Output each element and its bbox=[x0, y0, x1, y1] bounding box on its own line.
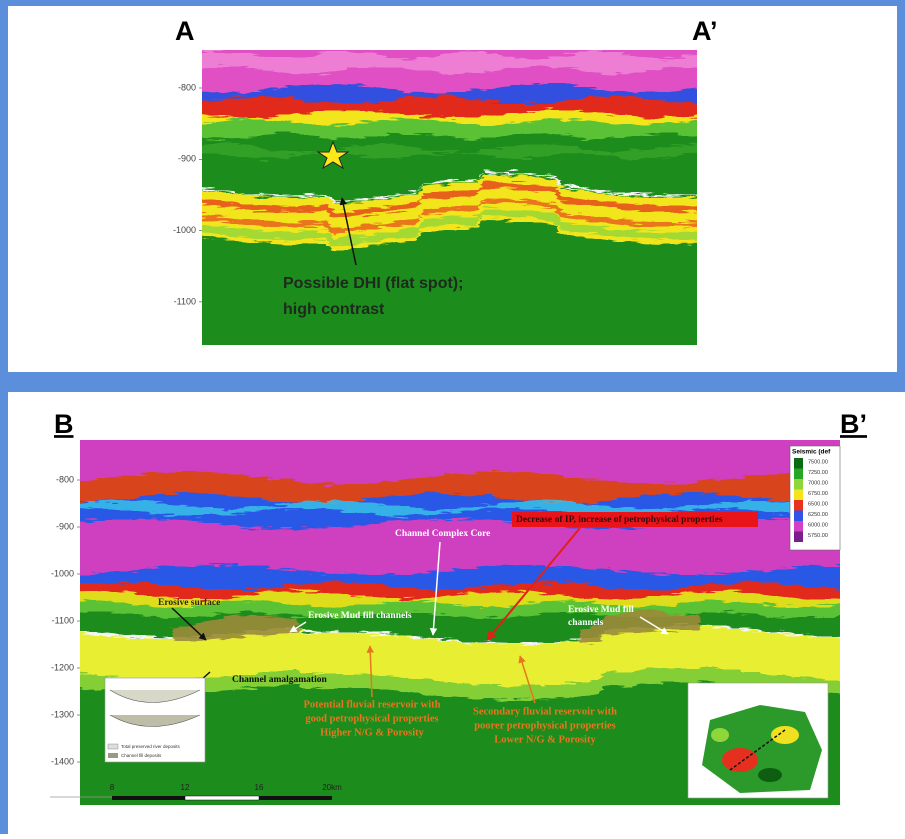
label-b-prime: B’ bbox=[840, 409, 867, 439]
scale-bar: 8 12 16 20km bbox=[50, 783, 342, 801]
depth-label: -800 bbox=[178, 82, 196, 92]
depth-label: -1300 bbox=[51, 709, 74, 719]
annotation: Potential fluvial reservoir with bbox=[304, 699, 441, 710]
arrow bbox=[171, 607, 207, 641]
scale-label: 12 bbox=[181, 783, 190, 792]
seismic-layer bbox=[202, 171, 697, 204]
label-a-prime: A’ bbox=[692, 16, 718, 46]
legend-swatch bbox=[794, 479, 803, 490]
inset-legend: Channel fill deposits bbox=[121, 753, 162, 758]
depth-label: -1400 bbox=[51, 756, 74, 766]
seismic-layer bbox=[80, 582, 840, 600]
legend-swatch bbox=[794, 521, 803, 532]
depth-label: -900 bbox=[56, 521, 74, 531]
annotation: channels bbox=[568, 618, 604, 628]
legend-value: 6500.00 bbox=[808, 501, 828, 507]
scale-label: 20km bbox=[322, 783, 342, 792]
color-legend: Seismic (def 7500.00 7250.00 7000.00 6750.0… bbox=[789, 445, 841, 551]
seismic-layer bbox=[202, 96, 697, 120]
seismic-layer bbox=[202, 182, 697, 219]
label-a: A bbox=[175, 16, 195, 46]
scale-label: 8 bbox=[110, 783, 115, 792]
legend-value: 7500.00 bbox=[808, 459, 828, 465]
seismic-layer bbox=[80, 440, 840, 486]
star bbox=[316, 140, 350, 170]
depth-label: -1100 bbox=[52, 615, 74, 625]
arrow bbox=[486, 527, 581, 641]
scale-label: 16 bbox=[255, 783, 264, 792]
label-b: B bbox=[54, 409, 74, 439]
legend-swatch bbox=[794, 510, 803, 521]
seismic-layer bbox=[80, 591, 840, 608]
annotation: Possible DHI (flat spot); bbox=[283, 275, 463, 292]
seismic-layer bbox=[202, 144, 697, 159]
arrow bbox=[339, 197, 357, 266]
annotation: Erosive Mud fill channels bbox=[308, 611, 412, 621]
annotation: high contrast bbox=[283, 301, 385, 318]
annotation: Decrease of IP, increase of petrophysica… bbox=[516, 515, 723, 525]
callout-box bbox=[512, 512, 758, 527]
arrow bbox=[289, 621, 307, 633]
legend-swatch bbox=[794, 531, 803, 542]
annotation: good petrophysical properties bbox=[305, 713, 438, 724]
arrow bbox=[366, 645, 375, 698]
annotation: Erosive Mud fill bbox=[568, 605, 634, 615]
depth-label: -1100 bbox=[174, 296, 196, 306]
legend-value: 6250.00 bbox=[808, 512, 828, 518]
depth-label: -1000 bbox=[173, 225, 196, 235]
annotation: Secondary fluvial reservoir with bbox=[473, 706, 617, 717]
annotation: Higher N/G & Porosity bbox=[320, 727, 424, 738]
legend-swatch bbox=[794, 468, 803, 479]
annotation: Channel amalgamation bbox=[232, 675, 327, 685]
seismic-section-a bbox=[202, 50, 697, 345]
inset-map bbox=[687, 682, 829, 799]
depth-label: -1200 bbox=[51, 662, 74, 672]
arrow bbox=[639, 616, 669, 635]
depth-label: -900 bbox=[178, 154, 196, 164]
seismic-layer bbox=[80, 668, 840, 700]
seismic-layer bbox=[202, 208, 697, 247]
seismic-layer bbox=[580, 609, 700, 644]
legend-value: 5750.00 bbox=[808, 533, 828, 539]
seismic-layer bbox=[202, 119, 697, 139]
legend-value: 6000.00 bbox=[808, 522, 828, 528]
seismic-layer bbox=[80, 626, 840, 686]
seismic-layer bbox=[202, 198, 697, 234]
legend-value: 6750.00 bbox=[808, 491, 828, 497]
annotation: Lower N/G & Porosity bbox=[494, 734, 596, 745]
legend-value: 7250.00 bbox=[808, 470, 828, 476]
seismic-layer bbox=[80, 519, 840, 577]
annotation: Channel Complex Core bbox=[395, 529, 490, 539]
legend-title: Seismic (def bbox=[792, 449, 831, 456]
arrow bbox=[429, 541, 441, 636]
inset-diagram: Total preserved river deposits Channel f… bbox=[104, 677, 206, 763]
seismic-layer bbox=[202, 110, 697, 127]
legend-swatch bbox=[794, 500, 803, 511]
legend-swatch bbox=[794, 458, 803, 469]
legend-swatch bbox=[794, 489, 803, 500]
depth-label: -800 bbox=[56, 474, 74, 484]
annotation: poorer petrophysical properties bbox=[474, 720, 616, 731]
seismic-layer bbox=[202, 51, 697, 74]
arrow bbox=[518, 655, 536, 704]
legend-value: 7000.00 bbox=[808, 480, 828, 486]
seismic-layer bbox=[80, 565, 840, 592]
inset-legend: Total preserved river deposits bbox=[121, 744, 181, 749]
depth-label: -1000 bbox=[51, 568, 74, 578]
annotation: Erosive surface bbox=[158, 598, 220, 608]
